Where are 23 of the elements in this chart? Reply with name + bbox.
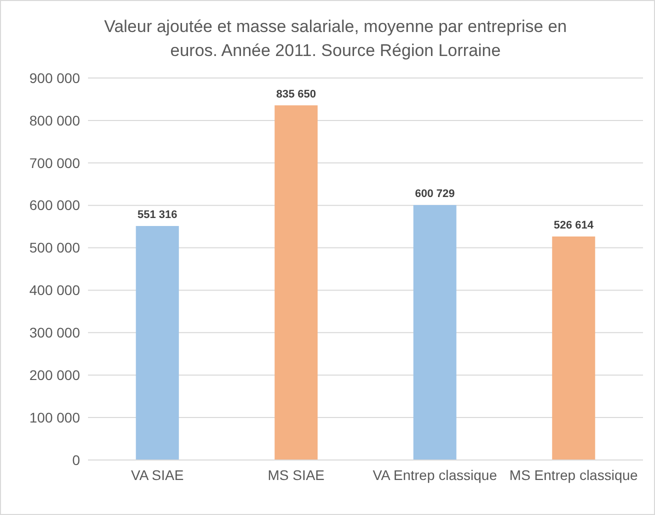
y-tick-label: 100 000: [29, 409, 80, 426]
y-tick-label: 400 000: [29, 282, 80, 298]
chart-title: Valeur ajoutée et masse salariale, moyenne par entreprise en euros. Année 2011. Source Région Lorraine: [104, 17, 567, 60]
y-tick-label: 900 000: [29, 70, 80, 86]
y-tick-label: 700 000: [29, 154, 80, 171]
data-label: 526 614: [554, 219, 594, 232]
y-tick-label: 500 000: [29, 240, 80, 256]
bar: [413, 205, 456, 460]
y-tick-label: 200 000: [29, 367, 80, 384]
data-label: 551 316: [137, 208, 178, 221]
y-tick-label: 600 000: [29, 197, 80, 214]
y-tick-label: 800 000: [29, 112, 80, 128]
x-tick-label: VA Entrep classique: [372, 467, 498, 483]
y-tick-label: 0: [72, 452, 80, 468]
x-tick-label: VA SIAE: [131, 467, 184, 483]
bar: [552, 236, 596, 460]
bar: [136, 226, 179, 460]
y-tick-label: 300 000: [29, 324, 80, 341]
bar: [274, 105, 318, 460]
data-label: 600 729: [414, 188, 455, 200]
x-tick-label: MS Entrep classique: [509, 467, 638, 483]
data-label: 835 650: [276, 88, 316, 100]
x-tick-label: MS SIAE: [268, 467, 325, 483]
